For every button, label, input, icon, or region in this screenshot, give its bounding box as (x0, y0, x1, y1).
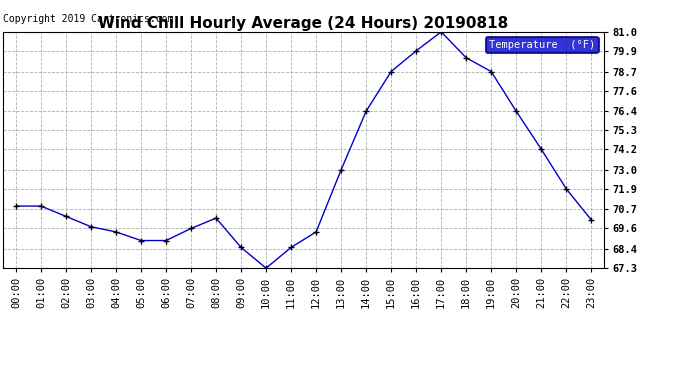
Legend: Temperature  (°F): Temperature (°F) (486, 37, 598, 53)
Text: Copyright 2019 Cartronics.com: Copyright 2019 Cartronics.com (3, 13, 174, 24)
Title: Wind Chill Hourly Average (24 Hours) 20190818: Wind Chill Hourly Average (24 Hours) 201… (99, 16, 509, 31)
